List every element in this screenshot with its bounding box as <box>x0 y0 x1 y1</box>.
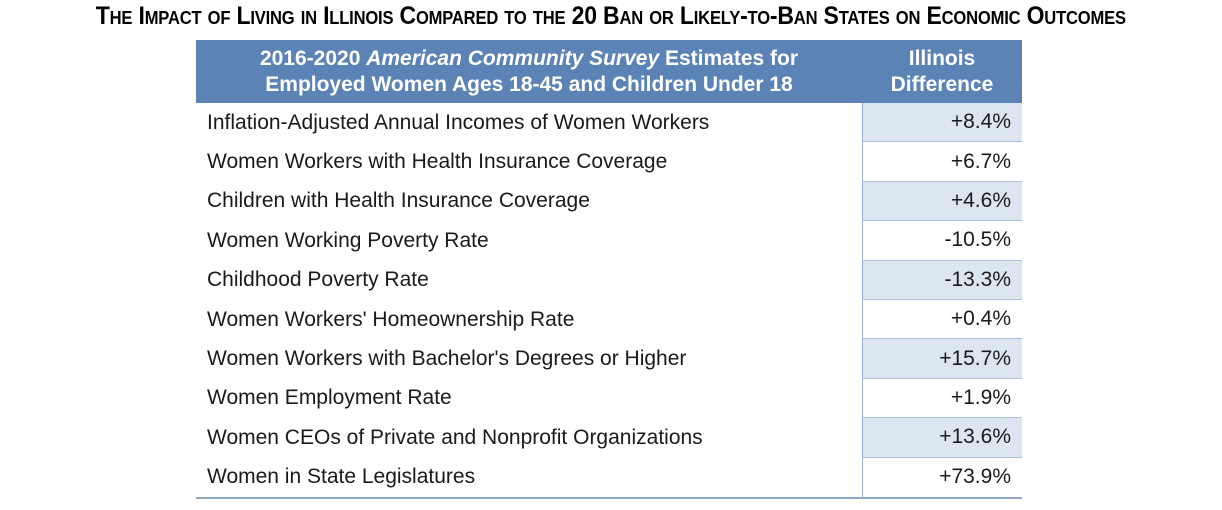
header-survey-post: Estimates for <box>659 46 799 70</box>
row-value: +0.4% <box>862 299 1022 340</box>
row-label: Children with Health Insurance Coverage <box>196 181 862 222</box>
table-row: Women in State Legislatures +73.9% <box>196 457 1022 497</box>
row-value: +15.7% <box>862 339 1022 379</box>
table-row: Women Workers with Bachelor's Degrees or… <box>196 339 1022 379</box>
page-title-text: The Impact of Living in Illinois Compare… <box>95 2 1127 30</box>
header-survey-column: 2016-2020 American Community Survey Esti… <box>196 40 862 103</box>
table-row: Women Workers with Health Insurance Cove… <box>196 142 1022 182</box>
header-difference-column: Illinois Difference <box>862 40 1022 103</box>
row-label: Women Employment Rate <box>196 378 862 419</box>
header-difference-line-1: Illinois <box>908 46 976 70</box>
header-survey-italic: American Community Survey <box>366 46 660 70</box>
row-label: Women Working Poverty Rate <box>196 221 862 261</box>
row-value: -10.5% <box>862 221 1022 261</box>
header-survey-pre: 2016-2020 <box>259 46 367 70</box>
economic-outcomes-table: 2016-2020 American Community Survey Esti… <box>196 40 1022 499</box>
page-title: The Impact of Living in Illinois Compare… <box>0 2 1222 31</box>
header-difference-line-2: Difference <box>890 72 994 96</box>
table-row: Inflation-Adjusted Annual Incomes of Wom… <box>196 103 1022 143</box>
row-label: Inflation-Adjusted Annual Incomes of Wom… <box>196 103 862 143</box>
header-survey-line-2: Employed Women Ages 18-45 and Children U… <box>265 72 793 96</box>
table-header: 2016-2020 American Community Survey Esti… <box>196 40 1022 103</box>
table-row: Children with Health Insurance Coverage … <box>196 181 1022 222</box>
row-value: +73.9% <box>862 457 1022 497</box>
row-label: Women Workers with Health Insurance Cove… <box>196 142 862 182</box>
table-row: Women Employment Rate +1.9% <box>196 378 1022 419</box>
row-label: Women CEOs of Private and Nonprofit Orga… <box>196 418 862 458</box>
row-label: Women Workers' Homeownership Rate <box>196 299 862 340</box>
row-value: +13.6% <box>862 418 1022 458</box>
row-value: +8.4% <box>862 103 1022 143</box>
table-row: Women CEOs of Private and Nonprofit Orga… <box>196 418 1022 458</box>
row-value: +4.6% <box>862 181 1022 222</box>
header-survey-line-1: 2016-2020 American Community Survey Esti… <box>196 46 862 72</box>
table-row: Childhood Poverty Rate -13.3% <box>196 260 1022 300</box>
row-value: -13.3% <box>862 260 1022 300</box>
row-value: +6.7% <box>862 142 1022 182</box>
row-label: Childhood Poverty Rate <box>196 260 862 300</box>
row-label: Women Workers with Bachelor's Degrees or… <box>196 339 862 379</box>
row-label: Women in State Legislatures <box>196 457 862 497</box>
table-row: Women Working Poverty Rate -10.5% <box>196 221 1022 261</box>
row-value: +1.9% <box>862 378 1022 419</box>
table-row: Women Workers' Homeownership Rate +0.4% <box>196 299 1022 340</box>
